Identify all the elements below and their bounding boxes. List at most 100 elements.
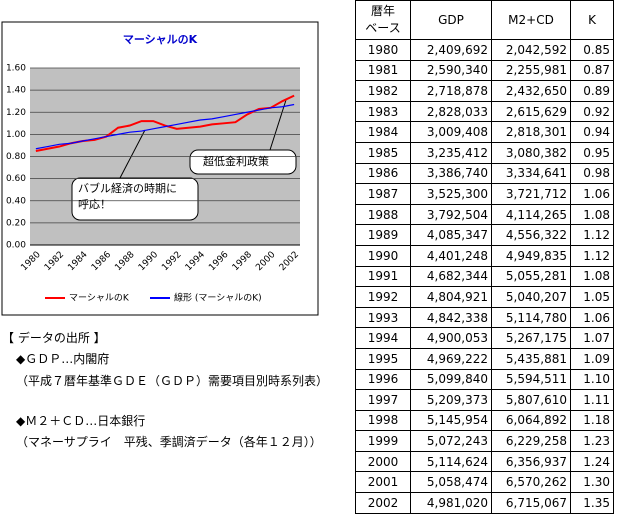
table-cell: 4,900,053 [410, 327, 492, 349]
table-cell: 6,064,892 [491, 409, 571, 432]
note: ◆ＧＤＰ…内閣府 [16, 352, 110, 366]
table-cell: 1.18 [570, 409, 614, 432]
table-cell: 2,409,692 [410, 39, 492, 61]
callout-pointer [269, 99, 287, 151]
table-cell: 5,114,624 [410, 450, 492, 473]
table-cell: 5,055,281 [491, 265, 571, 288]
table-cell: 4,981,020 [410, 492, 492, 514]
callout-box [71, 177, 199, 221]
table-row: 1985 3,235,412 3,080,382 0.95 [355, 141, 614, 164]
table-row: 1990 4,401,248 4,949,835 1.12 [355, 244, 614, 267]
table-cell: 1.09 [570, 347, 614, 370]
table-cell: 3,525,300 [410, 183, 492, 205]
table-cell: 0.98 [570, 162, 614, 185]
table-row: 1992 4,804,921 5,040,207 1.05 [355, 286, 614, 308]
table-cell: 1.07 [570, 327, 614, 349]
note: 【 データの出所 】 [2, 331, 106, 345]
table-cell: 0.95 [570, 141, 614, 164]
table-row: 1980 2,409,692 2,042,592 0.85 [355, 39, 614, 61]
table-cell: 5,267,175 [491, 327, 571, 349]
table-cell: 1996 [355, 368, 411, 391]
table-cell: 5,099,840 [410, 368, 492, 391]
table-cell: 3,334,641 [491, 162, 571, 185]
table-cell: 1.12 [570, 244, 614, 267]
table-row: 1983 2,828,033 2,615,629 0.92 [355, 100, 614, 123]
table-row: 1993 4,842,338 5,114,780 1.06 [355, 306, 614, 329]
table-cell: 4,804,921 [410, 286, 492, 308]
callout-pointer [119, 129, 146, 179]
table-cell: 6,715,067 [491, 492, 571, 514]
series-line [35, 103, 295, 150]
callout-box [189, 149, 297, 175]
table-row: 1987 3,525,300 3,721,712 1.06 [355, 183, 614, 205]
table-row: 1988 3,792,504 4,114,265 1.08 [355, 203, 614, 226]
table-cell: 1983 [355, 100, 411, 123]
table-cell: 1988 [355, 203, 411, 226]
header-cell: K [570, 0, 614, 40]
table-cell: 1994 [355, 327, 411, 349]
table-cell: 4,114,265 [491, 203, 571, 226]
y-tick-label: 1.40 [6, 86, 26, 96]
y-tick-label: 0.60 [6, 174, 26, 184]
table-row: 1999 5,072,243 6,229,258 1.23 [355, 430, 614, 452]
table-cell: 3,792,504 [410, 203, 492, 226]
table-cell: 3,235,412 [410, 141, 492, 164]
table-cell: 2,828,033 [410, 100, 492, 123]
chart-title: マーシャルのK [123, 33, 198, 46]
annotation: バブル経済の時期に 呼応！ [78, 182, 177, 211]
table-cell: 1998 [355, 409, 411, 432]
note: （マネーサプライ 平残、季調済データ（各年１２月）） [16, 435, 322, 449]
table-cell: 5,209,373 [410, 389, 492, 411]
table-row: 1981 2,590,340 2,255,981 0.87 [355, 59, 614, 82]
table-cell: 0.94 [570, 121, 614, 143]
table-cell: 5,145,954 [410, 409, 492, 432]
table-cell: 1999 [355, 430, 411, 452]
table-cell: 1981 [355, 59, 411, 82]
table-cell: 0.85 [570, 39, 614, 61]
y-tick-label: 0.00 [6, 241, 26, 251]
table-row: 1994 4,900,053 5,267,175 1.07 [355, 327, 614, 349]
y-tick-label: 0.80 [6, 152, 26, 162]
table-cell: 2,818,301 [491, 121, 571, 143]
table-cell: 1.05 [570, 286, 614, 308]
table-row: 1996 5,099,840 5,594,511 1.10 [355, 368, 614, 391]
table-cell: 1992 [355, 286, 411, 308]
header-cell: M2+CD [491, 0, 571, 40]
table-cell: 6,570,262 [491, 471, 571, 494]
table-cell: 4,085,347 [410, 224, 492, 246]
table-cell: 4,969,222 [410, 347, 492, 370]
table-cell: 3,009,408 [410, 121, 492, 143]
table-cell: 2,590,340 [410, 59, 492, 82]
table-cell: 2,615,629 [491, 100, 571, 123]
table-row: 1986 3,386,740 3,334,641 0.98 [355, 162, 614, 185]
table-cell: 5,114,780 [491, 306, 571, 329]
legend-label: 線形 (マーシャルのK) [174, 292, 262, 304]
table-cell: 2000 [355, 450, 411, 473]
table-cell: 1.11 [570, 389, 614, 411]
table-row: 1991 4,682,344 5,055,281 1.08 [355, 265, 614, 288]
table-cell: 1990 [355, 244, 411, 267]
data-table: 暦年 ベース GDP M2+CD K 1980 2,409,692 2,042,592 0.8… [355, 0, 614, 514]
header-row: 暦年 ベース GDP M2+CD K [355, 0, 614, 40]
y-tick-label: 1.20 [6, 108, 26, 118]
note: （平成７暦年基準ＧＤＥ（ＧＤＰ）需要項目別時系列表） [16, 374, 329, 388]
table-row: 1984 3,009,408 2,818,301 0.94 [355, 121, 614, 143]
table-cell: 6,356,937 [491, 450, 571, 473]
table-cell: 1986 [355, 162, 411, 185]
table-cell: 2,718,878 [410, 80, 492, 102]
table-cell: 1985 [355, 141, 411, 164]
table-cell: 5,594,511 [491, 368, 571, 391]
table-row: 1989 4,085,347 4,556,322 1.12 [355, 224, 614, 246]
table-cell: 1995 [355, 347, 411, 370]
table-cell: 3,080,382 [491, 141, 571, 164]
table-cell: 5,435,881 [491, 347, 571, 370]
table-cell: 1980 [355, 39, 411, 61]
table-cell: 1987 [355, 183, 411, 205]
annotation: 超低金利政策 [203, 155, 269, 168]
table-row: 2002 4,981,020 6,715,067 1.35 [355, 492, 614, 514]
table-cell: 4,556,322 [491, 224, 571, 246]
table-cell: 1.24 [570, 450, 614, 473]
table-cell: 1982 [355, 80, 411, 102]
table-cell: 3,721,712 [491, 183, 571, 205]
